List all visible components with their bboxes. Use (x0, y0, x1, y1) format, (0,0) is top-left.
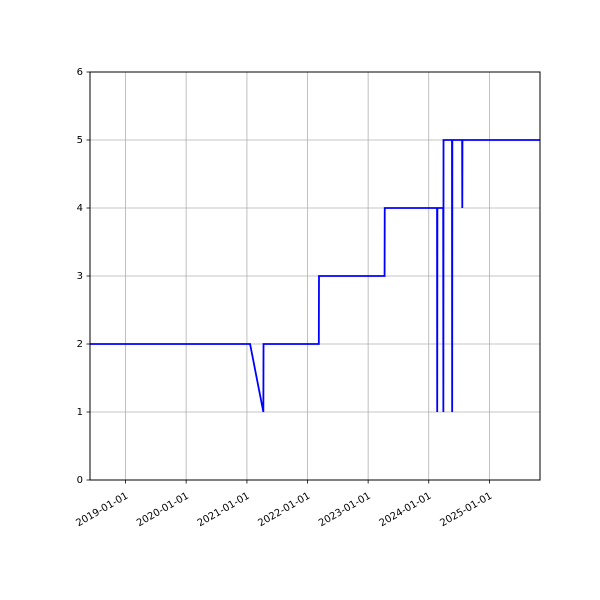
grid-lines (90, 71, 540, 481)
x-tick-label: 2025-01-01 (438, 491, 494, 530)
y-tick-label: 5 (77, 135, 83, 146)
y-axis: 0 1 2 3 4 5 6 (77, 67, 90, 486)
x-tick-label: 2020-01-01 (135, 491, 191, 530)
x-tick-label: 2024-01-01 (378, 491, 434, 530)
x-tick-label: 2022-01-01 (256, 491, 312, 530)
x-axis: 2019-01-01 2020-01-01 2021-01-01 2022-01-01… (74, 480, 494, 529)
y-tick-label: 3 (77, 271, 83, 282)
x-tick-label: 2023-01-01 (317, 491, 373, 530)
y-tick-label: 4 (77, 203, 83, 214)
y-tick-label: 2 (77, 339, 83, 350)
y-tick-label: 0 (77, 475, 83, 486)
series-line (90, 139, 540, 413)
x-tick-label: 2019-01-01 (74, 491, 130, 530)
series-layer (90, 139, 540, 413)
y-tick-label: 6 (77, 67, 83, 78)
y-tick-label: 1 (77, 407, 83, 418)
x-tick-label: 2021-01-01 (196, 491, 252, 530)
